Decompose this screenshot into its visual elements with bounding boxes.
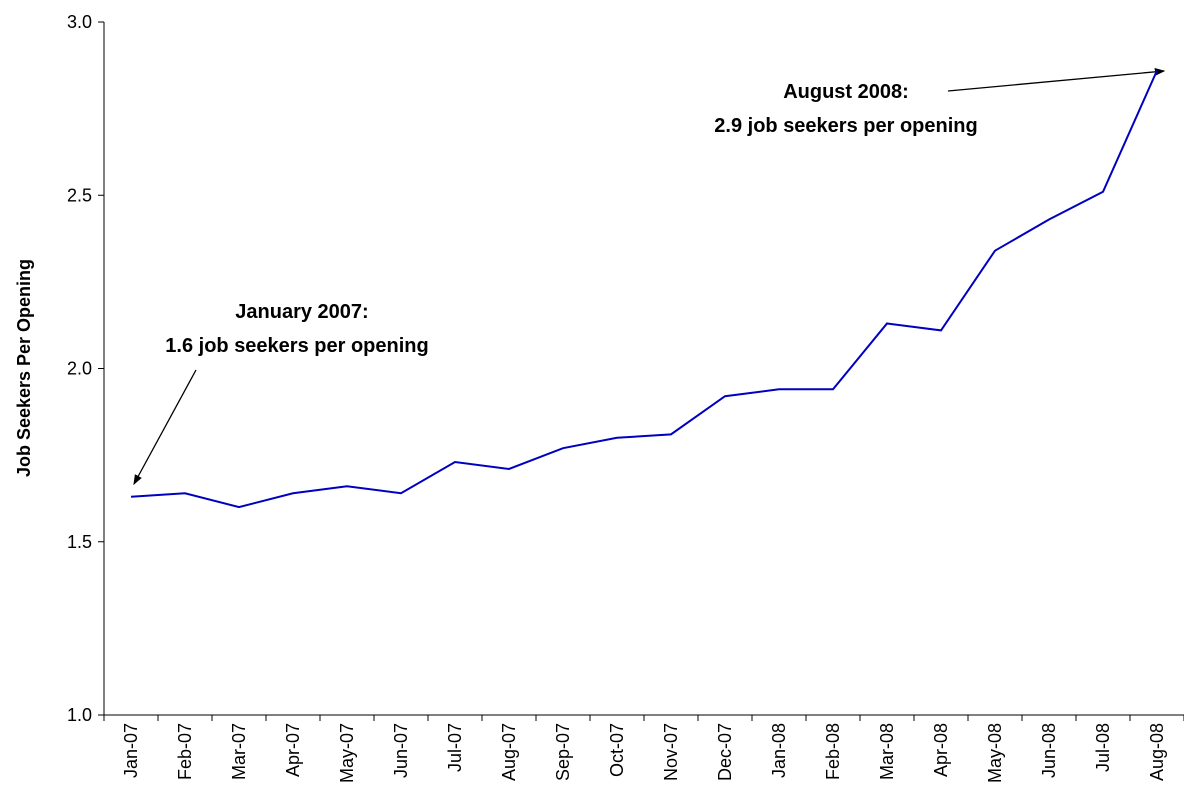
x-tick-label: Jan-08 bbox=[769, 723, 789, 778]
x-tick-label: Mar-08 bbox=[877, 723, 897, 780]
x-tick-label: Jun-07 bbox=[391, 723, 411, 778]
x-tick-label: Feb-08 bbox=[823, 723, 843, 780]
x-tick-label: Feb-07 bbox=[175, 723, 195, 780]
annotation: January 2007: bbox=[235, 301, 368, 323]
x-tick-label: Sep-07 bbox=[553, 723, 573, 781]
annotation: August 2008: bbox=[783, 81, 909, 103]
y-tick-label: 1.0 bbox=[67, 705, 92, 725]
annotation-arrow bbox=[133, 369, 197, 486]
x-tick-label: Nov-07 bbox=[661, 723, 681, 781]
x-tick-label: May-07 bbox=[337, 723, 357, 783]
x-tick-label: Oct-07 bbox=[607, 723, 627, 777]
annotation: 1.6 job seekers per opening bbox=[165, 335, 428, 357]
x-tick-label: Apr-08 bbox=[931, 723, 951, 777]
y-axis-label: Job Seekers Per Opening bbox=[14, 259, 34, 477]
x-tick-label: Jun-08 bbox=[1039, 723, 1059, 778]
x-tick-label: Jul-07 bbox=[445, 723, 465, 772]
x-tick-label: Mar-07 bbox=[229, 723, 249, 780]
y-tick-label: 3.0 bbox=[67, 12, 92, 32]
annotation: 2.9 job seekers per opening bbox=[714, 115, 977, 137]
y-tick-label: 2.0 bbox=[67, 359, 92, 379]
y-tick-label: 1.5 bbox=[67, 532, 92, 552]
data-line bbox=[130, 70, 1158, 509]
x-tick-label: Aug-08 bbox=[1147, 723, 1167, 781]
y-tick-label: 2.5 bbox=[67, 185, 92, 205]
annotation-arrow bbox=[947, 67, 1166, 92]
x-tick-label: Apr-07 bbox=[283, 723, 303, 777]
x-tick-label: May-08 bbox=[985, 723, 1005, 783]
x-tick-label: Dec-07 bbox=[715, 723, 735, 781]
x-tick-label: Jan-07 bbox=[121, 723, 141, 778]
x-tick-label: Aug-07 bbox=[499, 723, 519, 781]
x-tick-label: Jul-08 bbox=[1093, 723, 1113, 772]
